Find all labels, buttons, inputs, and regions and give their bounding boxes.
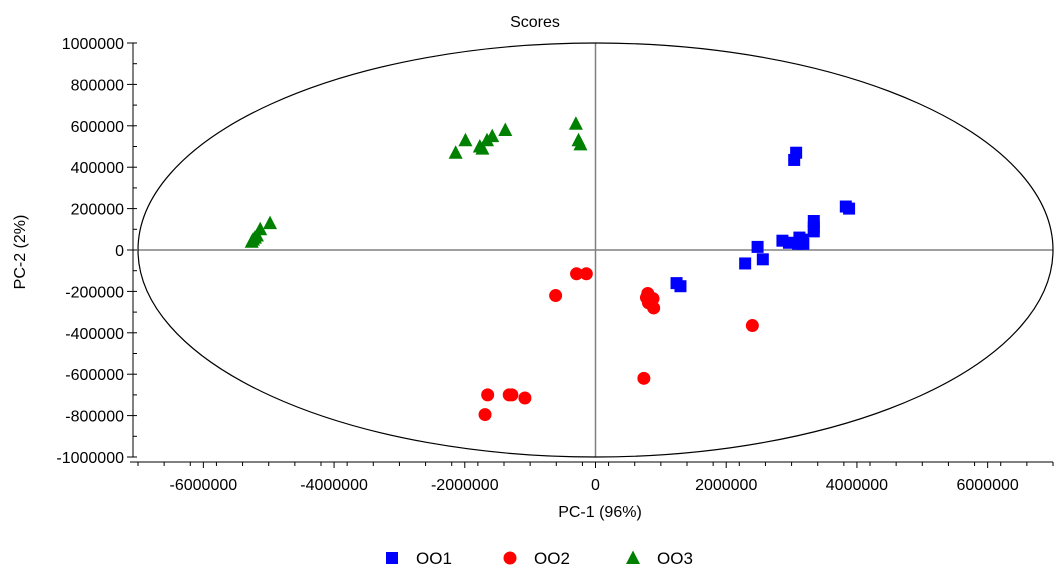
legend-label-oo1: OO1	[416, 549, 452, 568]
point-oo3	[480, 132, 495, 147]
point-oo3	[568, 116, 583, 130]
x-axis-title: PC-1 (96%)	[558, 504, 642, 521]
point-oo3	[263, 215, 278, 230]
x-tick-label: 0	[591, 477, 600, 494]
x-tick-label: -4000000	[300, 477, 368, 494]
point-oo2	[579, 267, 593, 281]
point-oo2	[505, 388, 519, 402]
y-tick-label: 200000	[71, 202, 124, 219]
y-tick-label: 0	[115, 243, 124, 260]
point-oo3	[246, 232, 261, 246]
y-tick-label: 600000	[71, 119, 124, 136]
point-oo1	[788, 153, 801, 166]
y-axis-title: PC-2 (2%)	[12, 215, 29, 290]
y-tick-label: 800000	[71, 77, 124, 94]
point-oo1	[674, 280, 687, 293]
data-points	[244, 116, 856, 422]
confidence-ellipse	[137, 42, 1054, 458]
y-tick-label: 400000	[71, 160, 124, 177]
point-oo2	[745, 319, 759, 333]
series-oo1	[670, 146, 856, 293]
point-oo2	[478, 408, 492, 422]
axes: 10000008000006000004000002000000-200000-…	[56, 36, 1054, 494]
point-oo3	[458, 132, 473, 147]
x-tick-label: 2000000	[695, 477, 757, 494]
point-oo2	[518, 391, 532, 405]
y-tick-label: -600000	[65, 367, 124, 384]
x-tick-label: -6000000	[170, 477, 238, 494]
legend-label-oo3: OO3	[657, 549, 693, 568]
point-oo2	[647, 301, 661, 315]
y-tick-label: -1000000	[56, 450, 124, 467]
point-oo1	[751, 240, 764, 253]
y-tick-label: -400000	[65, 326, 124, 343]
series-oo3	[244, 116, 588, 248]
point-oo3	[475, 141, 490, 155]
point-oo1	[792, 237, 805, 250]
point-oo1	[843, 202, 856, 215]
point-oo2	[481, 388, 495, 402]
legend-marker-oo2	[503, 551, 517, 565]
chart-title: Scores	[510, 14, 560, 31]
point-oo3	[498, 122, 513, 136]
series-oo2	[478, 267, 759, 422]
x-tick-label: 4000000	[826, 477, 888, 494]
point-oo1	[739, 257, 752, 270]
x-tick-label: -2000000	[431, 477, 499, 494]
point-oo1	[807, 225, 820, 238]
y-tick-label: 1000000	[62, 36, 124, 53]
y-tick-label: -200000	[65, 284, 124, 301]
point-oo2	[570, 267, 584, 281]
confidence-ellipse-layer	[137, 42, 1054, 458]
point-oo2	[549, 289, 563, 303]
point-oo1	[782, 236, 795, 249]
legend-label-oo2: OO2	[534, 549, 570, 568]
point-oo1	[756, 253, 769, 266]
legend-marker-oo3	[626, 550, 640, 564]
point-oo3	[448, 145, 463, 159]
point-oo3	[573, 136, 588, 151]
legend-marker-oo1	[386, 552, 398, 564]
point-oo2	[637, 371, 651, 385]
y-tick-label: -800000	[65, 409, 124, 426]
x-tick-label: 6000000	[956, 477, 1018, 494]
legend: OO1 OO2 OO3	[386, 549, 693, 568]
